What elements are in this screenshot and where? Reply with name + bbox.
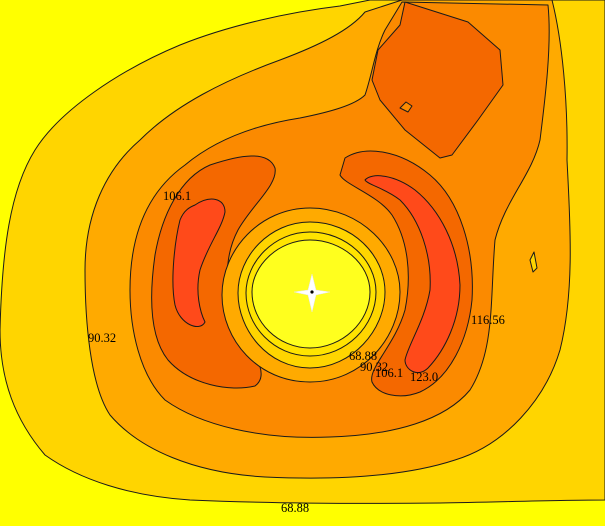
label-upper-left: 106.1: [163, 189, 191, 203]
contour-upper-patch: [371, 1, 504, 159]
contour-small-pocket: [399, 101, 413, 113]
label-right: 116.56: [471, 313, 505, 327]
label-inner-3: 106.1: [375, 366, 403, 380]
label-outer-left: 90.32: [88, 331, 116, 345]
contour-right-pocket: [529, 251, 538, 273]
crosshair-star-icon: [293, 273, 331, 313]
contour-right-peak: [364, 175, 461, 373]
label-inner-4: 123.0: [410, 370, 438, 384]
label-outer-bottom: 68.88: [281, 501, 309, 515]
label-inner-2: 90.32: [360, 360, 388, 374]
contour-left-crescent: [151, 155, 276, 389]
label-inner-1: 68.88: [349, 349, 377, 363]
contour-left-peak: [172, 198, 226, 327]
